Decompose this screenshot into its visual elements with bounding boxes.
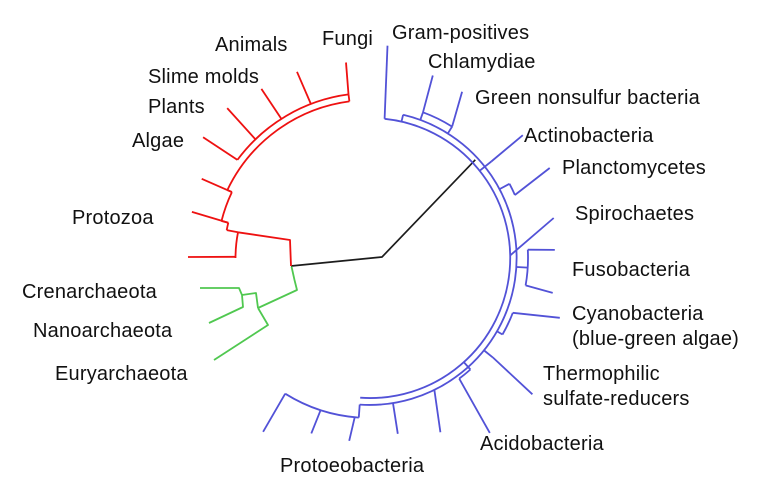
archaea-path [213, 307, 269, 361]
bacteria-arc [359, 113, 518, 406]
bacteria-arc [422, 111, 453, 128]
bacteria-branch [479, 160, 492, 172]
eukaryota-branch [347, 94, 351, 102]
bacteria-branch [357, 404, 361, 418]
eukaryota-arc [220, 191, 233, 222]
bacteria-branch [433, 389, 442, 433]
bacteria-branch [509, 217, 555, 257]
taxon-label-fusobacteria: Fusobacteria [572, 259, 691, 281]
taxon-label-slime-molds: Slime molds [148, 66, 260, 88]
bacteria-branch [463, 361, 472, 371]
bacteria-branch [492, 356, 534, 395]
root-path [290, 159, 476, 267]
taxon-label-animals: Animals [215, 34, 288, 56]
bacteria-branch [262, 393, 286, 433]
taxon-label-green-nonsulfur-bacteria: Green nonsulfur bacteria [475, 87, 700, 109]
root-branch [290, 159, 476, 267]
taxon-label-crenarchaeota: Crenarchaeota [22, 281, 157, 303]
taxon-label-acidobacteria: Acidobacteria [480, 433, 604, 455]
taxon-label-protozoa: Protozoa [72, 207, 154, 229]
bacteria-arc [508, 183, 516, 196]
eukaryota-branch [296, 71, 312, 105]
bacteria-branch [348, 417, 356, 442]
archaea-path [241, 292, 259, 309]
taxon-label-spirochaetes: Spirochaetes [575, 203, 695, 225]
archaea-path [200, 287, 243, 296]
bacteria-branch [496, 330, 503, 336]
bacteria-branch [516, 266, 528, 269]
eukaryota-branches [187, 62, 351, 267]
bacteria-branch [514, 167, 551, 196]
taxon-label-protoeobacteria: Protoeobacteria [280, 455, 425, 477]
bacteria-branch [483, 349, 494, 359]
eukaryota-branch [226, 107, 257, 140]
taxon-label-chlamydiae: Chlamydiae [428, 51, 536, 73]
eukaryota-branch [345, 62, 350, 95]
eukaryota-branch [191, 211, 229, 224]
taxon-label-fungi: Fungi [322, 28, 374, 50]
eukaryota-arc [225, 222, 230, 231]
bacteria-branch [422, 75, 434, 113]
bacteria-arc [458, 368, 472, 380]
bacteria-branch [419, 111, 424, 121]
eukaryota-path [237, 231, 292, 267]
bacteria-branch [447, 126, 453, 134]
taxon-label-actinobacteria: Actinobacteria [524, 125, 654, 147]
taxon-label-cyanobacteria-line1: Cyanobacteria [572, 303, 704, 325]
eukaryota-arc [226, 100, 350, 191]
taxon-label-planctomycetes: Planctomycetes [562, 157, 706, 179]
taxon-label-plants: Plants [148, 96, 205, 118]
taxon-label-algae: Algae [132, 130, 185, 152]
bacteria-branch [525, 284, 553, 294]
eukaryota-branch [201, 177, 233, 193]
bacteria-branch [400, 114, 404, 122]
bacteria-branch [458, 378, 491, 434]
taxon-label-cyanobacteria-line2: (blue-green algae) [572, 328, 740, 350]
taxon-label-thermophilic-line2: sulfate-reducers [543, 388, 690, 410]
bacteria-branch [451, 91, 463, 127]
eukaryota-arc [234, 232, 239, 259]
archaea-path [257, 266, 298, 309]
bacteria-branch [383, 45, 389, 119]
archaea-path [208, 294, 244, 324]
bacteria-arc [360, 117, 512, 399]
bacteria-branch [499, 183, 510, 190]
eukaryota-branch [226, 229, 239, 234]
taxon-label-euryarchaeota: Euryarchaeota [55, 363, 188, 385]
eukaryota-arc [236, 93, 349, 161]
bacteria-branch [310, 409, 322, 434]
taxon-label-thermophilic-line1: Thermophilic [543, 363, 660, 385]
bacteria-branch [490, 134, 524, 163]
bacteria-branches [262, 45, 560, 442]
eukaryota-branch [202, 136, 238, 161]
bacteria-arc [284, 392, 359, 419]
taxon-label-gram-positives: Gram-positives [392, 22, 530, 44]
archaea-branches [200, 266, 298, 361]
bacteria-branch [512, 311, 560, 319]
bacteria-branch [392, 403, 399, 434]
taxon-label-nanoarchaeota: Nanoarchaeota [33, 320, 173, 342]
eukaryota-branch [260, 88, 283, 120]
